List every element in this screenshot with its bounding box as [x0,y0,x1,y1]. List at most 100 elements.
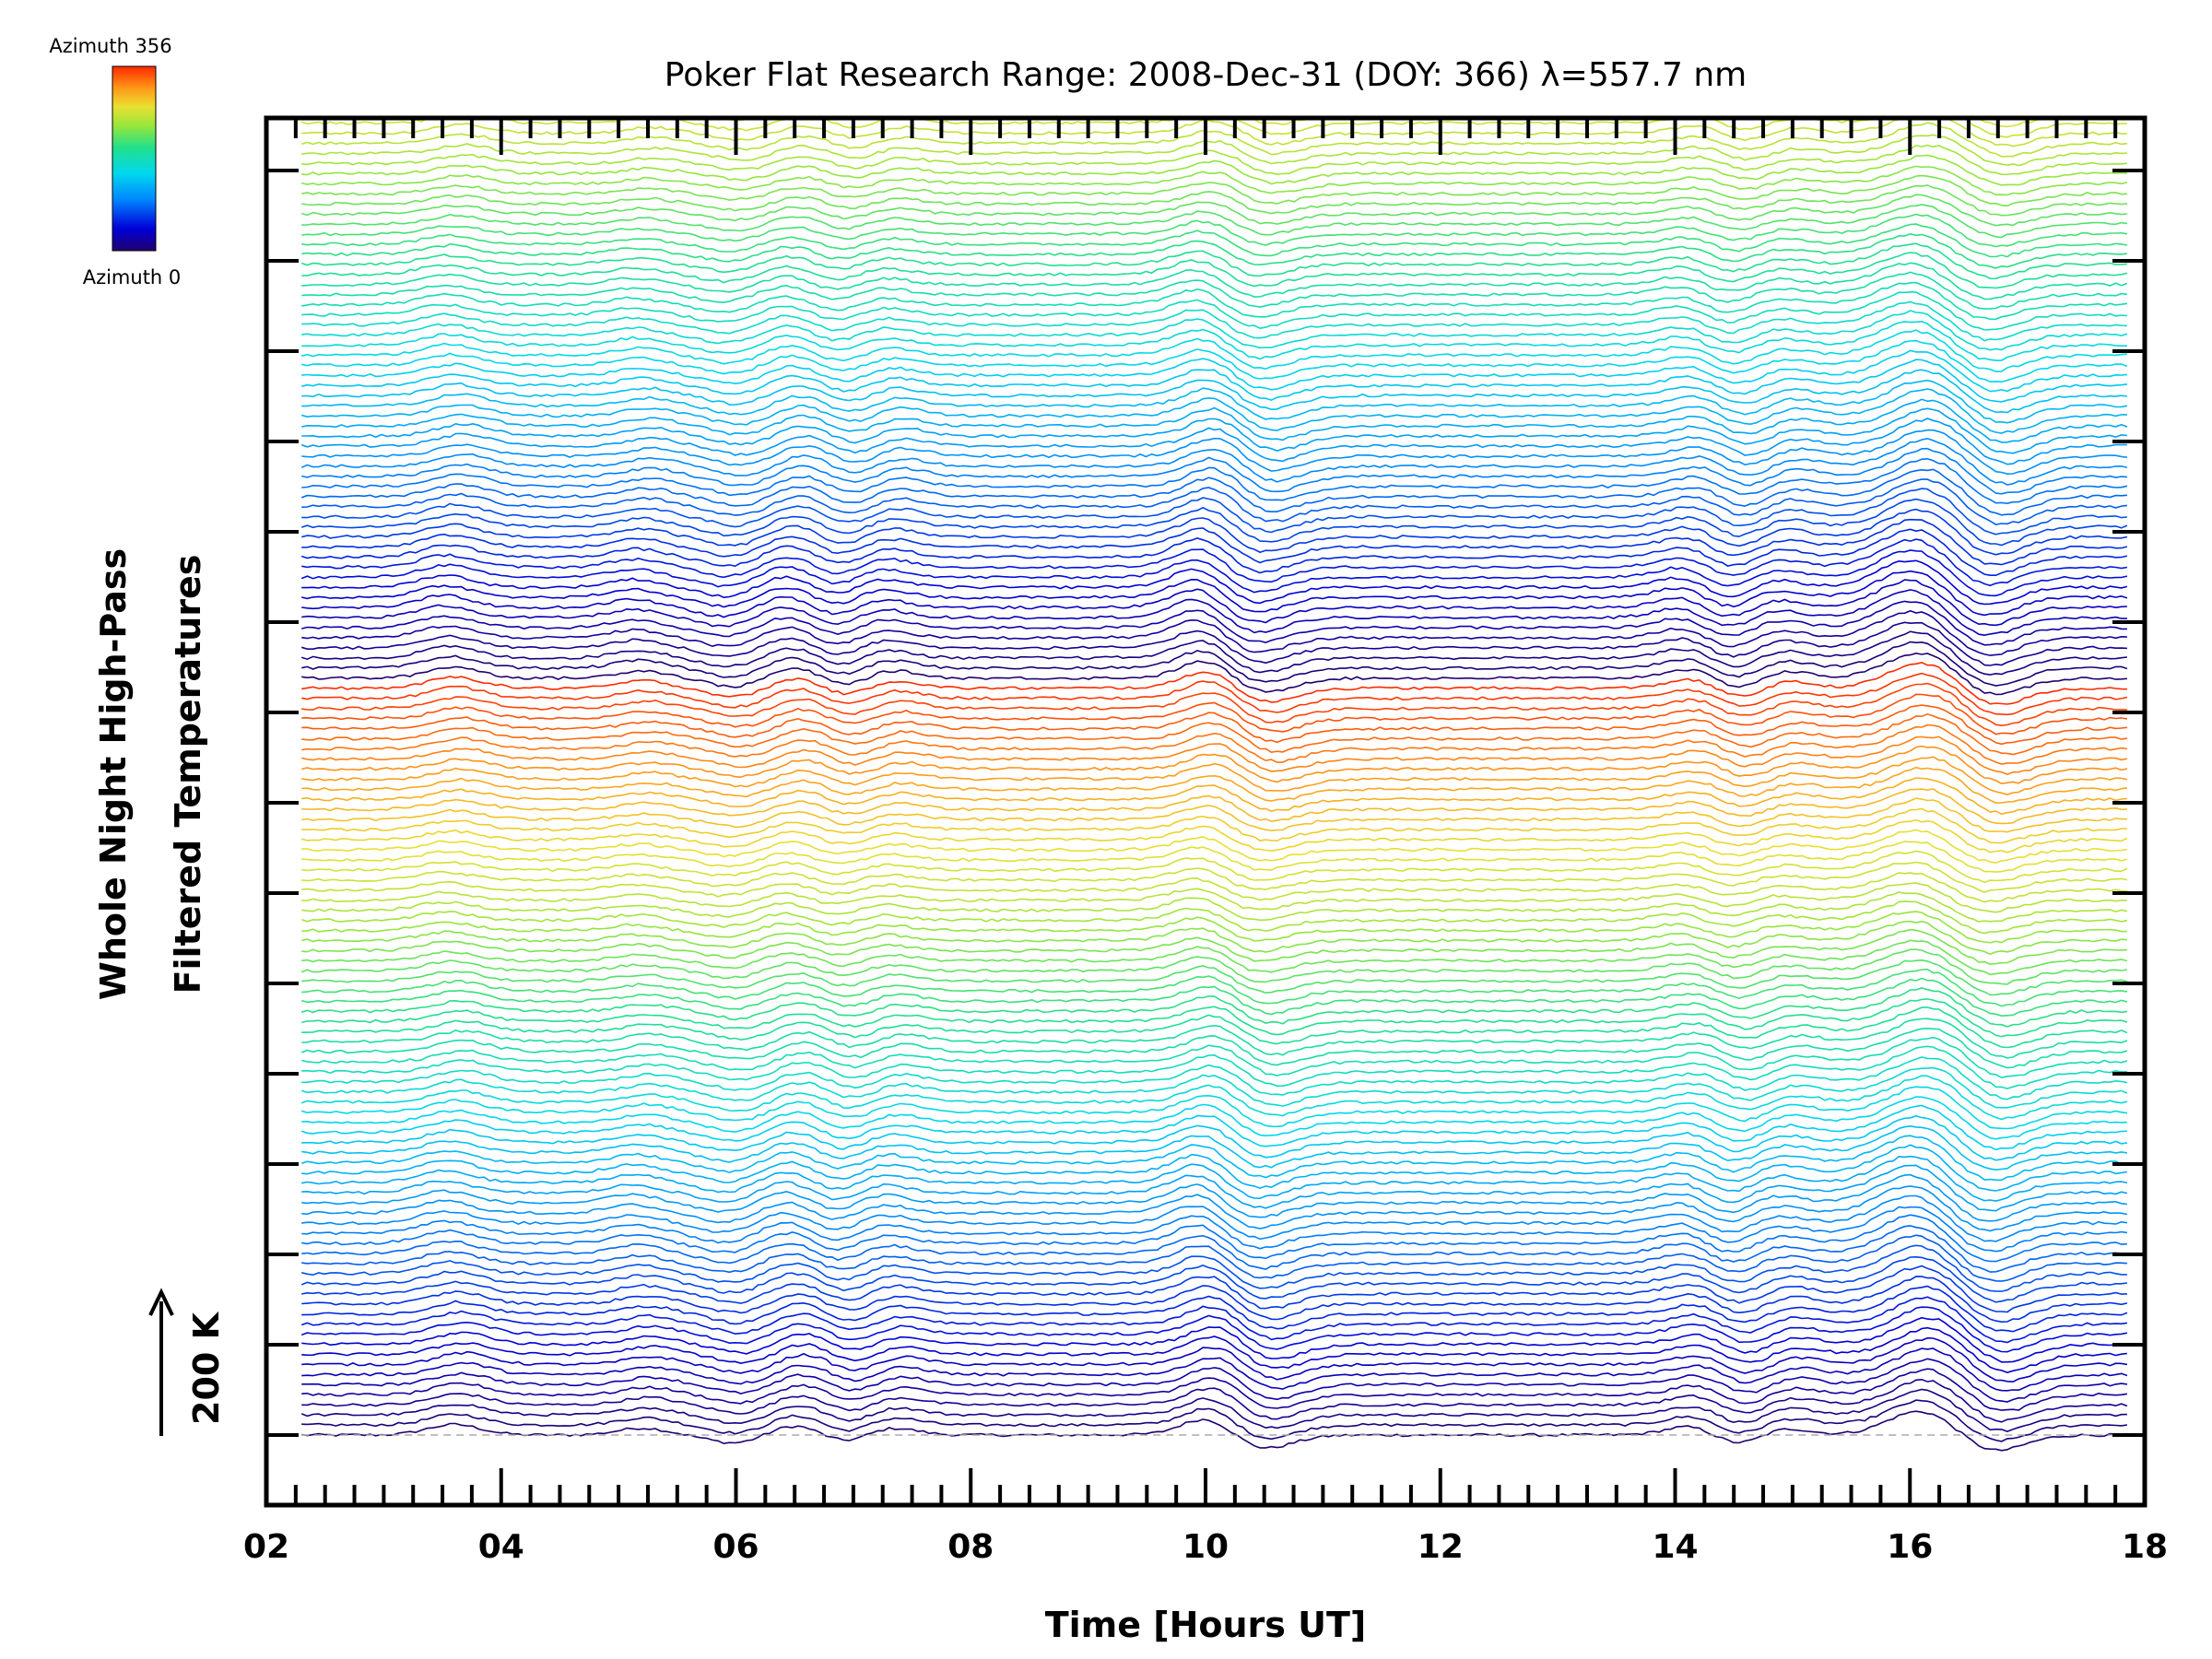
series-line-2 [300,1388,2127,1432]
plot-frame [264,115,2147,1508]
series-line-89 [301,508,2128,556]
series-line-119 [301,213,2128,248]
scale-bar: 200 K [148,1288,227,1436]
series-line-5 [301,1358,2128,1403]
series-line-31 [301,1096,2127,1140]
series-line-21 [301,1194,2128,1242]
series-line-57 [301,841,2128,873]
series-line-72 [301,682,2127,727]
series-line-34 [300,1066,2128,1109]
series-line-87 [300,528,2128,576]
series-line-69 [301,712,2128,756]
series-line-105 [301,349,2127,393]
x-tick-label: 16 [1887,1528,1933,1566]
series-line-25 [301,1155,2128,1202]
scale-bar-arrowhead [148,1288,174,1316]
series-line-22 [301,1185,2128,1232]
series-line-6 [301,1347,2128,1392]
series-line-91 [301,488,2127,535]
x-tick-labels: 02 04 06 08 10 12 14 16 18 [243,1528,2168,1566]
series-line-64 [301,766,2128,805]
series-line-51 [300,900,2128,935]
colorbar-bottom-label: Azimuth 0 [83,266,182,288]
series-line-117 [301,232,2128,269]
series-line-12 [301,1285,2128,1333]
series-line-109 [301,310,2128,351]
series-line-98 [300,418,2127,465]
series-line-94 [301,457,2128,505]
series-line-29 [301,1114,2128,1161]
series-line-103 [301,369,2128,414]
series-line-127 [301,134,2127,167]
series-line-47 [301,939,2128,976]
series-line-96 [300,437,2128,486]
series-line-8 [301,1326,2127,1373]
series-line-122 [301,184,2127,217]
series-line-74 [301,661,2127,705]
series-line-53 [301,882,2127,913]
series-line-15 [300,1255,2128,1303]
series-line-35 [301,1056,2128,1100]
series-line-52 [301,891,2128,923]
series-line-10 [300,1306,2128,1353]
y-axis-label: Whole Night High-Pass Filtered Temperatu… [93,548,208,1000]
series-line-16 [301,1244,2127,1292]
series-line-43 [300,977,2128,1018]
colorbar: Azimuth 356 Azimuth 0 [49,35,181,288]
series-line-7 [301,1336,2128,1383]
series-line-36 [301,1045,2127,1089]
series-line-104 [300,359,2128,403]
series-line-68 [301,724,2128,765]
series-line-76 [301,641,2128,687]
series-line-11 [300,1296,2128,1344]
series-line-80 [301,600,2127,646]
series-line-44 [301,968,2128,1007]
series-line-41 [301,998,2128,1038]
series-line-40 [301,1006,2128,1049]
series-line-60 [301,807,2127,844]
x-tick-label: 14 [1652,1528,1698,1566]
x-tick-label: 18 [2122,1528,2168,1566]
series-line-75 [301,652,2127,696]
series-line-99 [301,407,2127,454]
series-line-63 [301,777,2127,816]
series-line-97 [301,429,2128,476]
series-line-115 [301,252,2128,289]
series-line-90 [300,498,2128,547]
series-line-71 [301,693,2128,735]
series-line-138 [301,19,2127,59]
series-line-48 [301,928,2127,965]
series-line-32 [300,1086,2128,1130]
colorbar-gradient [112,65,157,252]
series-line-28 [301,1124,2128,1171]
x-tick-label: 06 [712,1528,759,1566]
series-line-101 [300,388,2127,434]
series-line-3 [301,1378,2128,1423]
series-line-102 [301,379,2128,424]
series-line-111 [301,290,2127,331]
series-line-121 [300,194,2127,227]
series-line-13 [301,1276,2128,1324]
series-line-49 [301,920,2127,956]
series-line-120 [301,204,2128,239]
series-line-54 [301,872,2127,903]
series-line-23 [301,1173,2127,1222]
series-line-56 [301,850,2128,884]
series-line-9 [301,1316,2127,1363]
x-tick-label: 08 [947,1528,994,1566]
series-line-18 [301,1225,2128,1273]
series-line-88 [301,518,2128,566]
y-axis-label-line-1: Whole Night High-Pass [93,548,134,1000]
series-line-50 [301,911,2127,944]
series-line-128 [300,122,2127,158]
series-line-61 [301,797,2127,833]
series-line-55 [301,861,2128,893]
series-line-108 [301,320,2127,361]
series-line-92 [301,478,2127,526]
x-tick-label: 12 [1418,1528,1464,1566]
series-line-114 [301,262,2128,300]
series-line-24 [301,1164,2128,1212]
series-line-20 [301,1206,2128,1253]
series-line-84 [301,559,2128,606]
